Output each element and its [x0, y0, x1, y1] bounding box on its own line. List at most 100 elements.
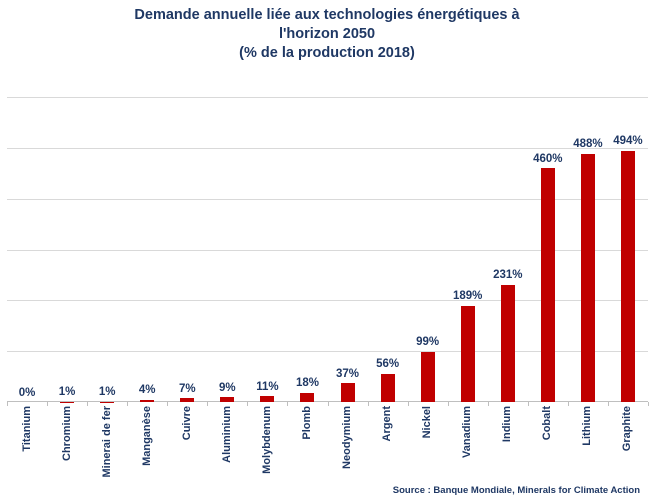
bar-mangan-se [140, 399, 155, 402]
bars-row: 0% 1% 1% 4% 7% 9% 11% 18% 37% 56% 99% 189% 231% 460% 4… [7, 97, 648, 402]
category-label: Molybdenum [260, 406, 273, 474]
bar-neodymium [340, 383, 355, 402]
bar-slot-plomb: 18% [287, 97, 327, 402]
bar-slot-cobalt: 460% [528, 97, 568, 402]
value-label: 488% [573, 138, 603, 151]
axis-tick [87, 402, 89, 406]
value-label: 37% [336, 367, 360, 380]
value-label: 7% [178, 382, 196, 395]
category-slot-argent: Argent [368, 406, 408, 492]
bar-cuivre [180, 398, 195, 402]
bar-aluminium [220, 397, 235, 402]
value-label: 9% [219, 381, 236, 394]
category-slot-plomb: Plomb [287, 406, 327, 492]
axis-tick [287, 402, 289, 406]
category-slot-indium: Indium [488, 406, 528, 492]
category-label: Aluminium [220, 406, 233, 463]
bar-slot-vanadium: 189% [448, 97, 488, 402]
category-label: Argent [381, 406, 394, 442]
gridline [7, 351, 648, 353]
category-slot-titanium: Titanium [7, 406, 47, 492]
bar-graphite [620, 150, 635, 402]
category-label: Chromium [60, 406, 73, 461]
value-label: 0% [18, 386, 36, 399]
category-label: Lithium [581, 406, 594, 446]
category-slot-lithium: Lithium [568, 406, 608, 492]
axis-tick [167, 402, 169, 406]
plot-area: 0% 1% 1% 4% 7% 9% 11% 18% 37% 56% 99% 189% 231% 460% 4… [7, 97, 649, 406]
value-label: 11% [256, 380, 279, 393]
axis-tick [7, 402, 8, 406]
axis-tick [607, 402, 609, 406]
category-label: Indium [501, 406, 514, 443]
category-label: Minerai de fer [100, 406, 113, 478]
bar-slot-nickel: 99% [408, 97, 448, 402]
bar-vanadium [460, 305, 475, 402]
axis-tick [648, 402, 649, 406]
bar-molybdenum [260, 396, 275, 402]
category-label: Vanadium [461, 406, 474, 458]
bar-slot-neodymium: 37% [328, 97, 368, 402]
source-note: Source : Banque Mondiale, Minerals for C… [392, 485, 640, 496]
category-label: Graphite [621, 406, 634, 452]
bar-minerai-de-fer [100, 401, 115, 402]
category-slot-chromium: Chromium [47, 406, 87, 492]
gridline [7, 97, 648, 98]
gridlines [7, 97, 648, 402]
value-label: 460% [533, 152, 563, 165]
axis-tick [247, 402, 249, 406]
bar-slot-graphite: 494% [608, 97, 648, 402]
chart-title: Demande annuelle liée aux technologies é… [134, 7, 520, 62]
bar-plomb [300, 392, 315, 402]
category-label: Nickel [421, 406, 434, 439]
bar-slot-titanium: 0% [7, 97, 47, 402]
value-label: 1% [98, 386, 116, 398]
category-slot-vanadium: Vanadium [448, 406, 488, 492]
bar-slot-mangan-se: 4% [127, 97, 167, 402]
value-label: 494% [613, 135, 643, 148]
axis-tick [407, 402, 409, 406]
category-slot-graphite: Graphite [608, 406, 648, 492]
axis-tick [367, 402, 369, 406]
bar-slot-indium: 231% [488, 97, 528, 402]
bar-slot-lithium: 488% [568, 97, 608, 402]
gridline [7, 249, 648, 251]
x-labels-row: Titanium Chromium Minerai de fer Manganèse C… [7, 406, 648, 492]
category-slot-molybdenum: Molybdenum [247, 406, 287, 492]
gridline [7, 300, 648, 302]
value-label: 99% [416, 336, 440, 349]
bar-argent [380, 373, 395, 402]
axis-tick [567, 402, 569, 406]
category-label: Neodymium [341, 406, 354, 469]
category-slot-mangan-se: Manganèse [127, 406, 167, 492]
bar-slot-molybdenum: 11% [247, 97, 287, 402]
bar-chromium [60, 401, 75, 402]
bar-slot-cuivre: 7% [167, 97, 207, 402]
bar-cobalt [540, 168, 555, 402]
axis-tick [207, 402, 209, 406]
axis-tick [47, 402, 49, 406]
axis-tick [447, 402, 449, 406]
bar-slot-minerai-de-fer: 1% [87, 97, 127, 402]
x-axis-line [7, 401, 648, 402]
value-label: 231% [493, 269, 523, 282]
gridline [7, 198, 648, 200]
category-label: Manganèse [140, 406, 153, 466]
axis-tick [527, 402, 529, 406]
bar-slot-chromium: 1% [47, 97, 87, 402]
axis-tick [327, 402, 329, 406]
category-slot-cuivre: Cuivre [167, 406, 207, 492]
axis-tick [487, 402, 489, 406]
gridline [7, 147, 648, 149]
category-label: Cuivre [180, 406, 193, 441]
bar-lithium [580, 153, 595, 402]
category-slot-cobalt: Cobalt [528, 406, 568, 492]
category-slot-nickel: Nickel [408, 406, 448, 492]
category-label: Titanium [20, 406, 33, 452]
bar-indium [500, 284, 515, 402]
value-label: 18% [295, 377, 319, 390]
axis-ticks [7, 402, 649, 406]
category-slot-aluminium: Aluminium [207, 406, 247, 492]
bar-slot-argent: 56% [368, 97, 408, 402]
